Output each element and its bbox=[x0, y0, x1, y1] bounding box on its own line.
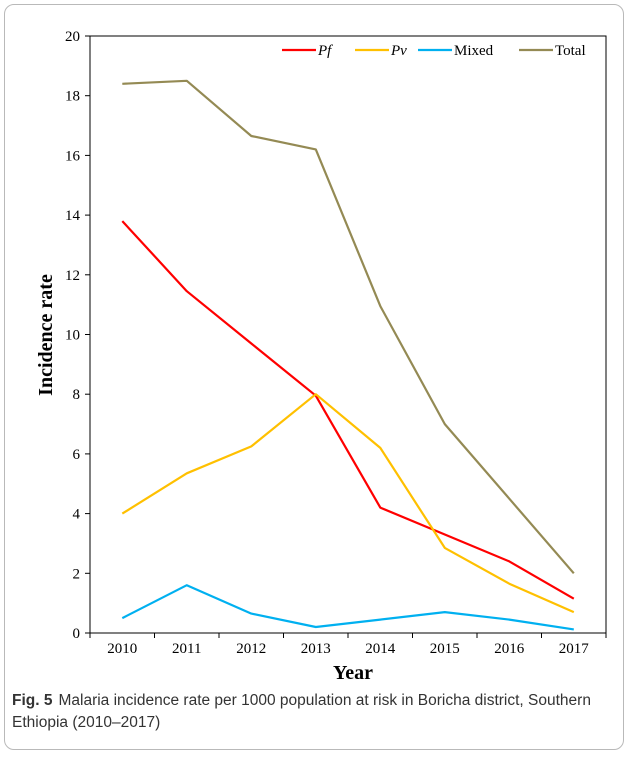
x-tick-label: 2013 bbox=[301, 641, 331, 657]
y-tick-label: 2 bbox=[73, 566, 81, 582]
legend: Pf Pv Mixed Total bbox=[282, 43, 586, 59]
caption-label: Fig. 5 bbox=[12, 692, 53, 709]
y-tick-label: 14 bbox=[65, 208, 81, 224]
y-tick-label: 12 bbox=[65, 268, 80, 284]
series-lines bbox=[121, 79, 575, 631]
y-tick-label: 0 bbox=[73, 626, 81, 642]
legend-label-mixed: Mixed bbox=[454, 43, 494, 59]
x-tick-label: 2017 bbox=[559, 641, 590, 657]
y-tick-label: 20 bbox=[65, 29, 80, 45]
series-line-pf bbox=[121, 220, 575, 600]
y-axis-ticks: 0 2 4 6 8 10 12 14 16 18 20 bbox=[65, 29, 90, 642]
y-tick-label: 10 bbox=[65, 328, 80, 344]
y-tick-label: 8 bbox=[73, 387, 81, 403]
x-tick-label: 2016 bbox=[494, 641, 525, 657]
x-tick-label: 2015 bbox=[430, 641, 460, 657]
legend-label-pf: Pf bbox=[317, 43, 333, 59]
chart-axes bbox=[89, 35, 607, 634]
y-tick-label: 6 bbox=[73, 447, 81, 463]
legend-label-pv: Pv bbox=[390, 43, 407, 59]
y-tick-label: 4 bbox=[73, 507, 81, 523]
x-tick-label: 2014 bbox=[365, 641, 396, 657]
y-tick-label: 16 bbox=[65, 148, 81, 164]
series-line-mixed bbox=[121, 584, 574, 631]
y-tick-label: 18 bbox=[65, 89, 80, 105]
legend-label-total: Total bbox=[555, 43, 586, 59]
caption-text: Malaria incidence rate per 1000 populati… bbox=[12, 692, 591, 731]
series-line-pv bbox=[121, 393, 575, 614]
plot-area-border bbox=[89, 35, 607, 634]
x-tick-label: 2011 bbox=[172, 641, 201, 657]
figure-caption: Fig. 5 Malaria incidence rate per 1000 po… bbox=[12, 690, 608, 734]
x-tick-label: 2010 bbox=[107, 641, 137, 657]
y-axis-label: Incidence rate bbox=[35, 274, 57, 396]
x-axis-ticks: 2010 2011 2012 2013 2014 2015 2016 2017 bbox=[89, 633, 607, 657]
series-line-total bbox=[122, 79, 575, 575]
x-tick-label: 2012 bbox=[236, 641, 266, 657]
x-axis-label: Year bbox=[333, 662, 373, 684]
